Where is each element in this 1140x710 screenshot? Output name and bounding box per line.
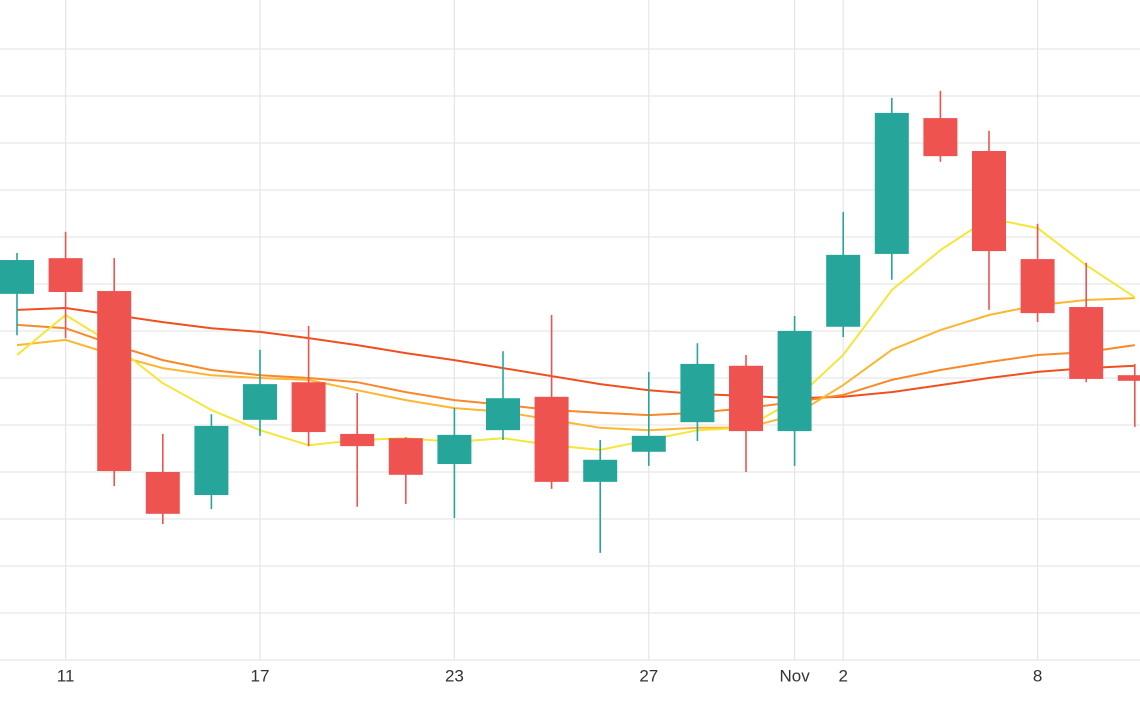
- x-tick-label: 17: [251, 666, 270, 685]
- candle-body: [48, 258, 83, 292]
- candle-body: [1069, 307, 1104, 379]
- x-tick-label: Nov: [779, 666, 810, 685]
- x-tick-label: 27: [639, 666, 658, 685]
- x-tick-label: 2: [838, 666, 847, 685]
- x-tick-label: 8: [1033, 666, 1042, 685]
- candle-body: [1117, 375, 1140, 381]
- candle-body: [1020, 259, 1055, 314]
- candle-body: [0, 260, 34, 294]
- candle-body: [534, 396, 569, 482]
- moving-average-line: [16, 306, 1135, 400]
- x-tick-label: 23: [445, 666, 464, 685]
- candle-body: [486, 398, 520, 431]
- candle-body: [972, 150, 1006, 252]
- candle-body: [291, 382, 326, 433]
- candle-body: [388, 438, 423, 475]
- candle-body: [437, 434, 472, 465]
- candle-body: [243, 384, 277, 420]
- candle-body: [874, 112, 909, 254]
- candle-body: [631, 435, 666, 452]
- candle-body: [583, 459, 618, 482]
- candle-body: [340, 433, 375, 447]
- moving-average-line: [16, 297, 1135, 432]
- candle-body: [680, 363, 715, 423]
- candle-body: [923, 118, 958, 157]
- moving-average-line: [16, 323, 1135, 417]
- candle-body: [729, 365, 763, 432]
- candle-body: [97, 291, 132, 472]
- x-tick-label: 11: [57, 666, 75, 685]
- candle-body: [145, 472, 180, 514]
- candle-body: [826, 254, 861, 327]
- moving-average-line: [16, 217, 1136, 451]
- candle-body: [777, 331, 812, 432]
- candle-body: [194, 425, 229, 496]
